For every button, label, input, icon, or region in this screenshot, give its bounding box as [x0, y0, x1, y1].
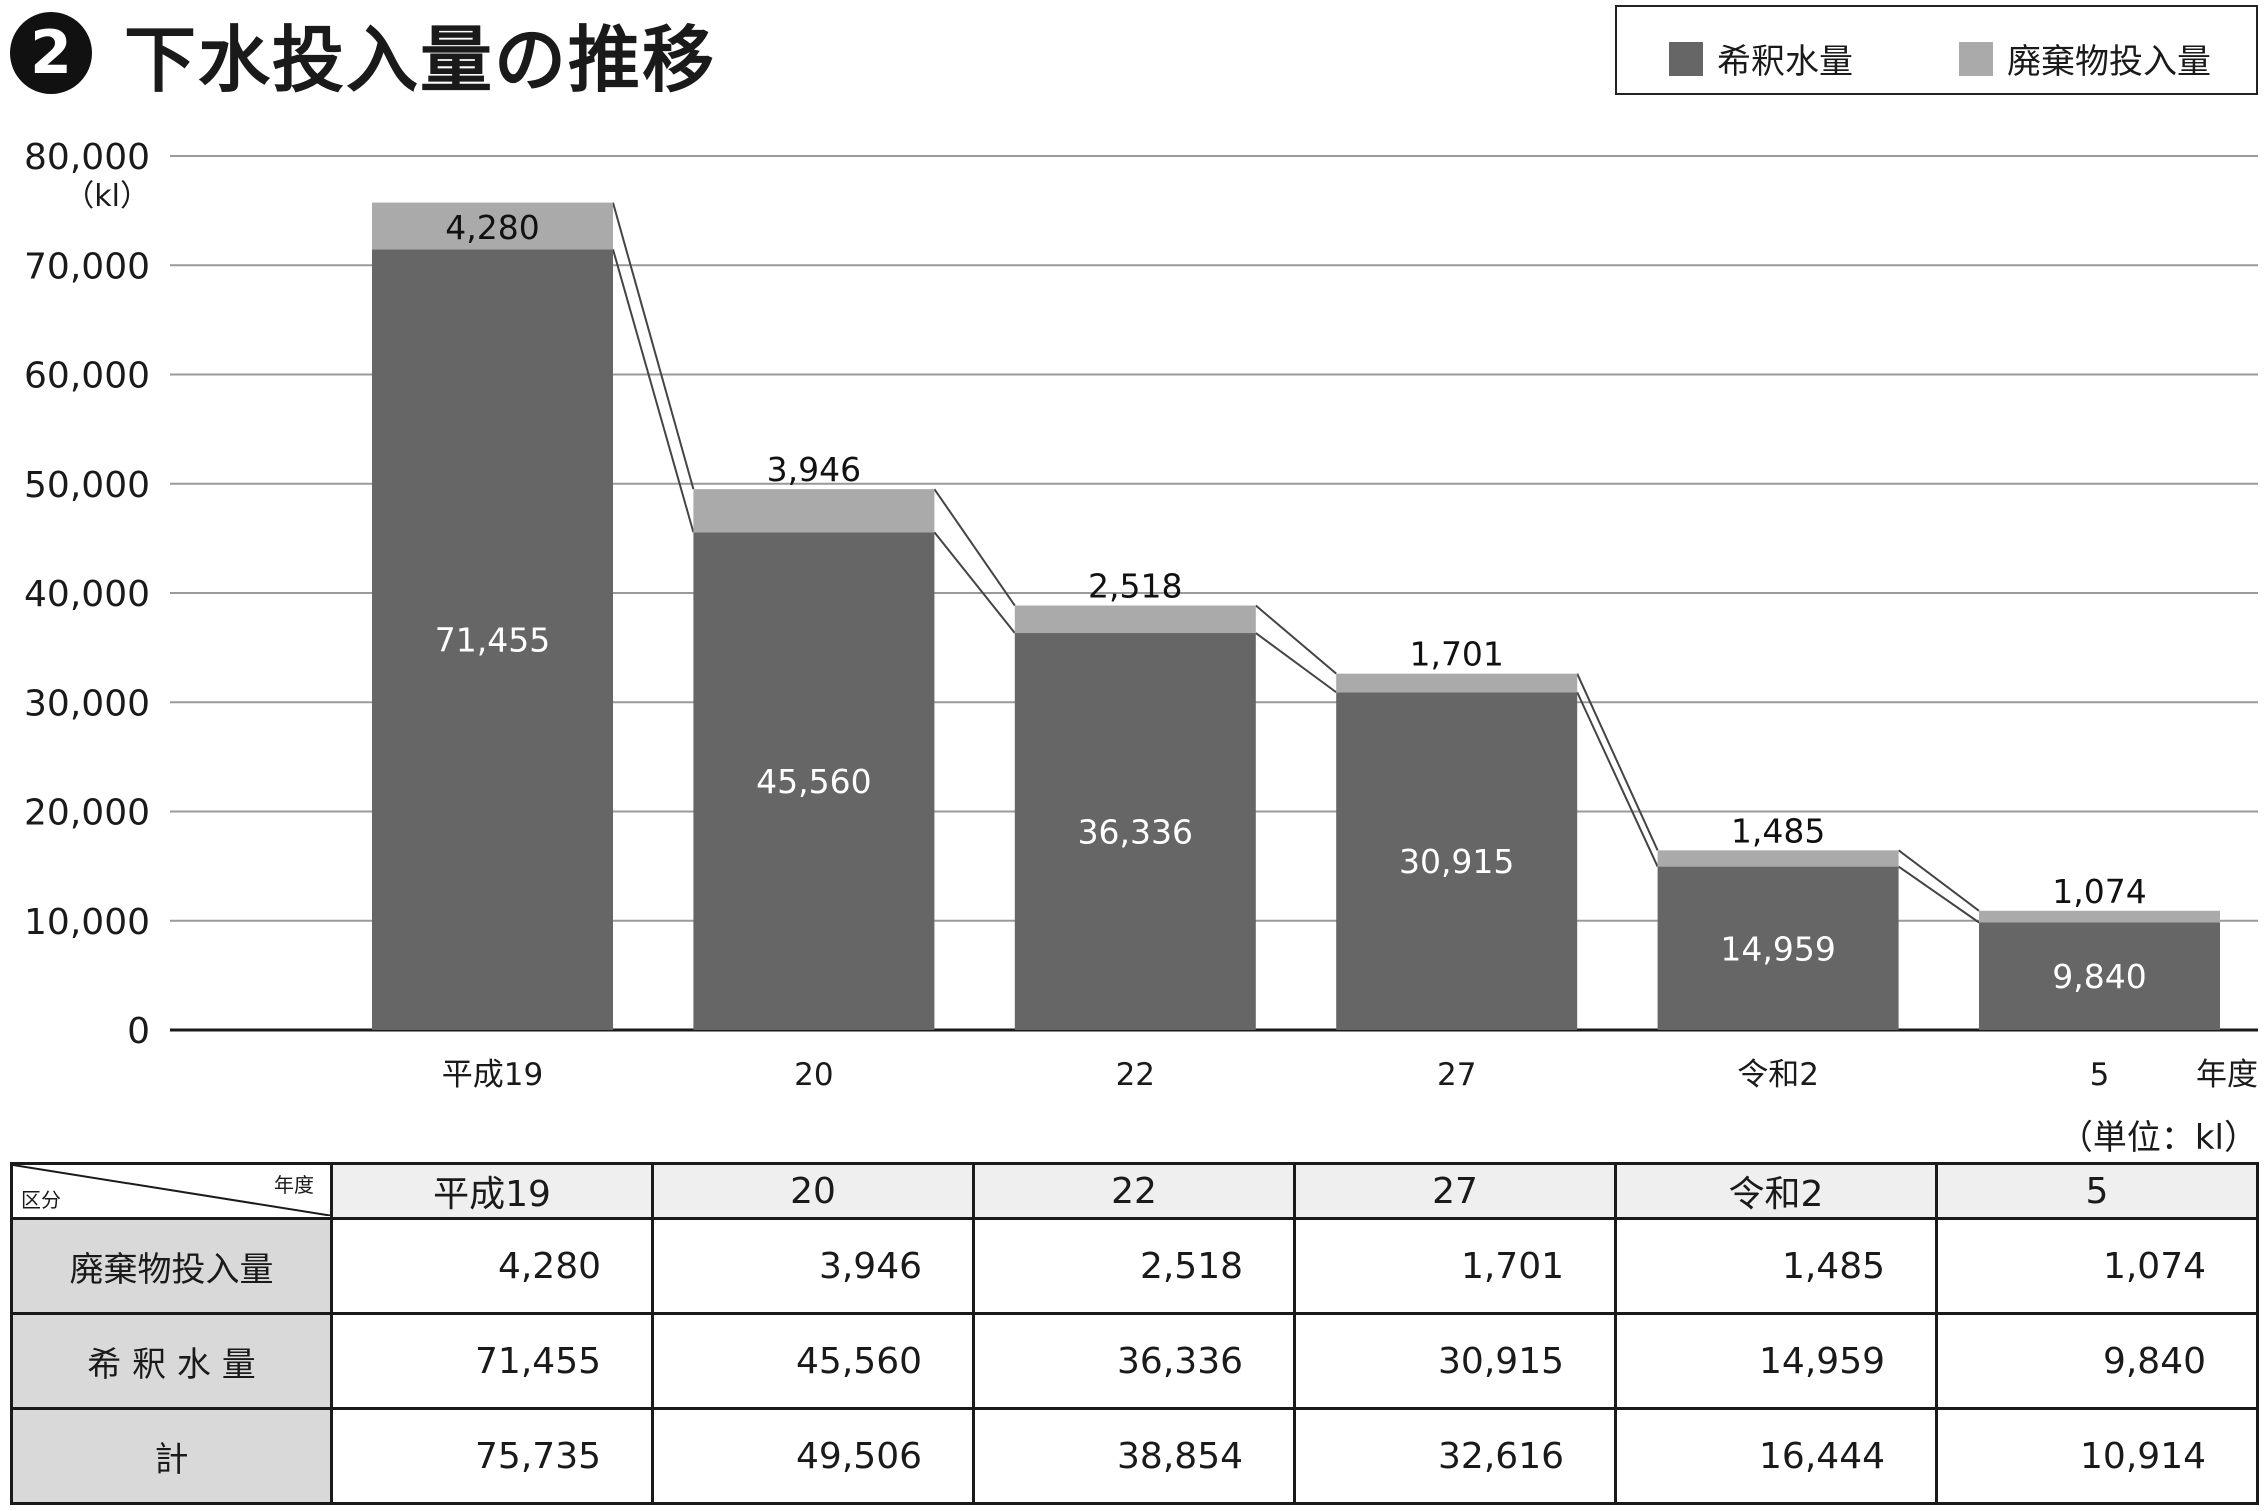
y-tick-label: 30,000: [24, 683, 150, 724]
data-label-dilution-water: 71,455: [435, 621, 550, 660]
connector-line-total: [933, 488, 1016, 607]
stacked-bar-chart: 4,280 71,455 3,946 45,560 2,518 36,336 1,701 30…: [24, 137, 2258, 1093]
connector-line-dilution: [933, 531, 1016, 634]
bar-waste-input: [372, 202, 613, 250]
y-tick-label: 10,000: [24, 902, 150, 943]
bar-dilution-water: [1014, 633, 1256, 1030]
table-cell: 32,616: [1293, 1407, 1617, 1505]
table-row-header: 希 釈 水 量: [10, 1312, 333, 1410]
y-tick-label: 40,000: [24, 574, 150, 615]
legend-label: 希釈水量: [1717, 42, 1853, 82]
page-title: 下水投入量の推移: [124, 17, 717, 102]
data-label-dilution-water: 45,560: [756, 762, 871, 801]
bar-waste-input: [1336, 673, 1578, 693]
chart-legend: 希釈水量 廃棄物投入量: [1615, 5, 2258, 95]
y-tick-label: 20,000: [24, 793, 150, 834]
table-cell: 30,915: [1293, 1312, 1617, 1410]
y-tick-label: 0: [127, 1011, 150, 1052]
table-cell: 2,518: [972, 1217, 1296, 1315]
bar-waste-input: [1979, 910, 2220, 923]
legend-item-dilution-water: 希釈水量: [1669, 34, 1853, 83]
table-corner-cell: 年度 区分: [10, 1162, 333, 1220]
legend-swatch-dark: [1669, 41, 1703, 76]
data-label-waste-input: 3,946: [767, 450, 861, 489]
x-tick-label: 5: [2090, 1057, 2110, 1093]
y-tick-label: 70,000: [24, 246, 150, 287]
corner-label-category: 区分: [21, 1188, 61, 1212]
table-row: 廃棄物投入量 4,280 3,946 2,518 1,701 1,485 1,0…: [10, 1217, 2259, 1315]
data-label-dilution-water: 30,915: [1399, 842, 1514, 881]
table-row-header: 計: [10, 1407, 333, 1505]
connector-line-dilution: [1255, 632, 1337, 694]
table-column-header: 5: [1935, 1162, 2259, 1220]
bar-dilution-water: [693, 532, 935, 1030]
table-column-header: 27: [1293, 1162, 1617, 1220]
table-cell: 75,735: [330, 1407, 654, 1505]
data-label-waste-input: 2,518: [1088, 567, 1182, 606]
x-tick-label: 20: [794, 1057, 833, 1093]
x-tick-label: 22: [1116, 1057, 1155, 1093]
table-unit-label: （単位：kl）: [2058, 1118, 2258, 1158]
data-label-waste-input: 1,701: [1409, 635, 1503, 674]
connector-line-dilution: [1576, 691, 1659, 867]
table-cell: 36,336: [972, 1312, 1296, 1410]
connector-line-total: [1255, 604, 1337, 675]
table-column-header: 22: [972, 1162, 1296, 1220]
table-cell: 1,074: [1935, 1217, 2259, 1315]
table-cell: 14,959: [1614, 1312, 1938, 1410]
table-cell: 16,444: [1614, 1407, 1938, 1505]
bar-dilution-water: [1336, 692, 1578, 1030]
legend-item-waste-input: 廃棄物投入量: [1959, 34, 2211, 83]
table-header-row: 年度 区分 平成19 20 22 27 令和2 5: [10, 1162, 2259, 1220]
legend-label: 廃棄物投入量: [2007, 42, 2211, 82]
table-cell: 49,506: [651, 1407, 975, 1505]
legend-swatch-light: [1959, 41, 1993, 76]
y-tick-label: 80,000: [24, 137, 150, 178]
x-tick-label: 令和2: [1737, 1057, 1819, 1093]
table-row-header: 廃棄物投入量: [10, 1217, 333, 1315]
table-cell: 10,914: [1935, 1407, 2259, 1505]
data-label-dilution-water: 36,336: [1078, 813, 1193, 852]
chart-title-area: 2 下水投入量の推移: [10, 8, 716, 102]
x-tick-label: 平成19: [442, 1057, 543, 1093]
table-column-header: 平成19: [330, 1162, 654, 1220]
table-cell: 45,560: [651, 1312, 975, 1410]
x-tick-label: 27: [1437, 1057, 1476, 1093]
table-cell: 1,701: [1293, 1217, 1617, 1315]
x-axis-label: 年度: [2196, 1057, 2258, 1093]
bar-waste-input: [1657, 850, 1899, 867]
table-cell: 1,485: [1614, 1217, 1938, 1315]
table-row: 希 釈 水 量 71,455 45,560 36,336 30,915 14,9…: [10, 1312, 2259, 1410]
connector-line-total: [1897, 849, 1980, 912]
corner-diagonal-line: [13, 1165, 333, 1216]
table-row: 計 75,735 49,506 38,854 32,616 16,444 10,…: [10, 1407, 2259, 1505]
connector-line-total: [612, 202, 695, 490]
table-cell: 9,840: [1935, 1312, 2259, 1410]
table-column-header: 令和2: [1614, 1162, 1938, 1220]
data-label-waste-input: 4,280: [445, 208, 539, 247]
table-column-header: 20: [651, 1162, 975, 1220]
y-tick-label: 50,000: [24, 465, 150, 506]
connector-line-dilution: [1898, 865, 1980, 924]
table-cell: 71,455: [330, 1312, 654, 1410]
data-label-waste-input: 1,485: [1731, 811, 1825, 850]
connector-line-total: [1576, 673, 1659, 851]
table-cell: 4,280: [330, 1217, 654, 1315]
connector-line-dilution: [612, 249, 695, 533]
bar-waste-input: [1014, 605, 1256, 634]
y-axis-unit: （kl）: [64, 179, 150, 214]
data-table: 年度 区分 平成19 20 22 27 令和2 5 廃棄物投入量 4,280 3…: [10, 1162, 2259, 1505]
data-label-dilution-water: 9,840: [2052, 957, 2146, 996]
section-number-badge: 2: [10, 12, 92, 94]
corner-label-year: 年度: [274, 1173, 314, 1197]
bar-dilution-water: [1979, 922, 2220, 1030]
data-label-dilution-water: 14,959: [1720, 929, 1835, 968]
table-cell: 3,946: [651, 1217, 975, 1315]
data-label-waste-input: 1,074: [2052, 872, 2146, 911]
bar-waste-input: [693, 489, 935, 533]
table-cell: 38,854: [972, 1407, 1296, 1505]
bar-dilution-water: [1657, 866, 1899, 1030]
bar-dilution-water: [372, 249, 613, 1030]
y-tick-label: 60,000: [24, 356, 150, 397]
